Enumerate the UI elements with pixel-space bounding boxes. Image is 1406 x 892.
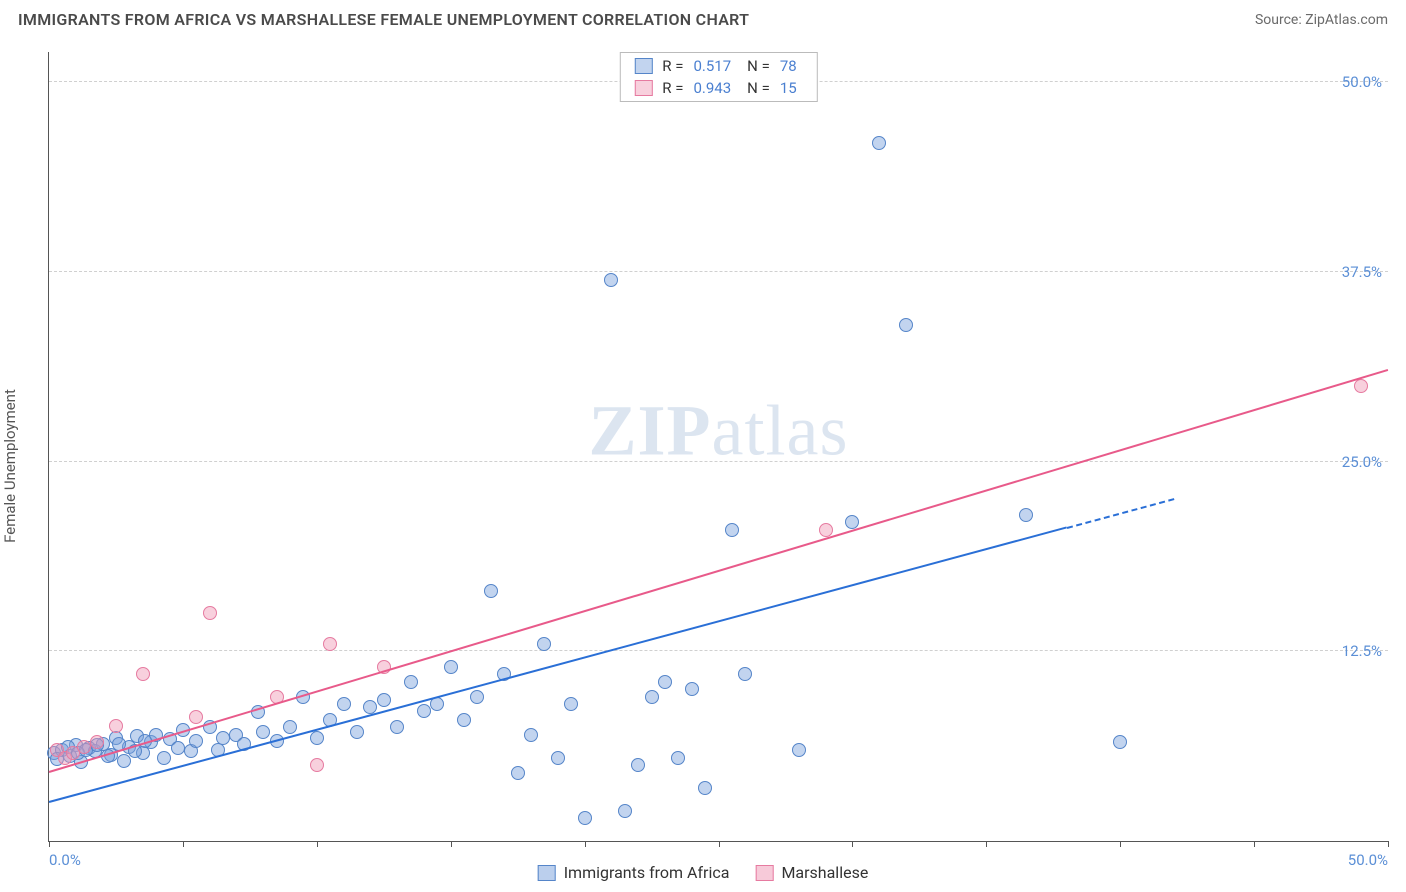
data-point bbox=[77, 740, 91, 754]
data-point bbox=[578, 811, 592, 825]
chart-area: Female Unemployment ZIPatlas R = 0.517 N… bbox=[0, 40, 1406, 892]
swatch-legend-1 bbox=[538, 865, 556, 881]
data-point bbox=[390, 720, 404, 734]
data-point bbox=[350, 725, 364, 739]
data-point bbox=[444, 660, 458, 674]
regression-line bbox=[1066, 498, 1174, 529]
y-tick-label: 25.0% bbox=[1342, 453, 1382, 471]
data-point bbox=[645, 690, 659, 704]
regression-line bbox=[49, 369, 1389, 773]
swatch-series-1 bbox=[634, 58, 652, 74]
data-point bbox=[698, 781, 712, 795]
gridline bbox=[49, 650, 1388, 651]
data-point bbox=[310, 758, 324, 772]
data-point bbox=[631, 758, 645, 772]
data-point bbox=[618, 804, 632, 818]
data-point bbox=[792, 743, 806, 757]
y-tick-label: 50.0% bbox=[1342, 73, 1382, 91]
legend-row-series-2: R = 0.943 N = 15 bbox=[620, 77, 816, 99]
data-point bbox=[1354, 379, 1368, 393]
scatter-plot: ZIPatlas R = 0.517 N = 78 R = 0.943 N = … bbox=[48, 52, 1388, 842]
data-point bbox=[725, 523, 739, 537]
legend-item-2: Marshallese bbox=[755, 863, 868, 882]
data-point bbox=[171, 741, 185, 755]
data-point bbox=[337, 697, 351, 711]
x-tick-label: 50.0% bbox=[1348, 851, 1388, 869]
x-tick-label: 0.0% bbox=[49, 851, 81, 869]
data-point bbox=[189, 734, 203, 748]
data-point bbox=[564, 697, 578, 711]
data-point bbox=[189, 710, 203, 724]
gridline bbox=[49, 461, 1388, 462]
data-point bbox=[658, 675, 672, 689]
legend-item-1: Immigrants from Africa bbox=[538, 863, 730, 882]
legend-row-series-1: R = 0.517 N = 78 bbox=[620, 55, 816, 77]
x-tick bbox=[585, 841, 586, 847]
data-point bbox=[417, 704, 431, 718]
data-point bbox=[470, 690, 484, 704]
y-axis-label: Female Unemployment bbox=[1, 389, 19, 543]
data-point bbox=[738, 667, 752, 681]
x-tick bbox=[1254, 841, 1255, 847]
series-legend: Immigrants from Africa Marshallese bbox=[538, 863, 869, 882]
data-point bbox=[511, 766, 525, 780]
x-tick bbox=[1120, 841, 1121, 847]
swatch-series-2 bbox=[634, 80, 652, 96]
data-point bbox=[90, 735, 104, 749]
chart-header: IMMIGRANTS FROM AFRICA VS MARSHALLESE FE… bbox=[0, 0, 1406, 35]
y-tick-label: 12.5% bbox=[1342, 642, 1382, 660]
data-point bbox=[484, 584, 498, 598]
data-point bbox=[203, 606, 217, 620]
data-point bbox=[671, 751, 685, 765]
data-point bbox=[537, 637, 551, 651]
x-tick bbox=[49, 841, 50, 847]
data-point bbox=[457, 713, 471, 727]
data-point bbox=[404, 675, 418, 689]
chart-title: IMMIGRANTS FROM AFRICA VS MARSHALLESE FE… bbox=[18, 10, 749, 29]
swatch-legend-2 bbox=[755, 865, 773, 881]
data-point bbox=[136, 667, 150, 681]
data-point bbox=[524, 728, 538, 742]
x-tick bbox=[719, 841, 720, 847]
data-point bbox=[216, 731, 230, 745]
data-point bbox=[1113, 735, 1127, 749]
gridline bbox=[49, 271, 1388, 272]
data-point bbox=[551, 751, 565, 765]
data-point bbox=[604, 273, 618, 287]
data-point bbox=[157, 751, 171, 765]
data-point bbox=[819, 523, 833, 537]
data-point bbox=[1019, 508, 1033, 522]
x-tick bbox=[183, 841, 184, 847]
x-tick bbox=[986, 841, 987, 847]
data-point bbox=[872, 136, 886, 150]
source-attribution: Source: ZipAtlas.com bbox=[1255, 12, 1388, 28]
correlation-legend: R = 0.517 N = 78 R = 0.943 N = 15 bbox=[619, 52, 817, 102]
data-point bbox=[310, 731, 324, 745]
data-point bbox=[685, 682, 699, 696]
x-tick bbox=[1388, 841, 1389, 847]
x-tick bbox=[451, 841, 452, 847]
data-point bbox=[899, 318, 913, 332]
data-point bbox=[283, 720, 297, 734]
y-tick-label: 37.5% bbox=[1342, 263, 1382, 281]
data-point bbox=[256, 725, 270, 739]
x-tick bbox=[317, 841, 318, 847]
x-tick bbox=[852, 841, 853, 847]
data-point bbox=[377, 693, 391, 707]
data-point bbox=[323, 637, 337, 651]
data-point bbox=[109, 719, 123, 733]
